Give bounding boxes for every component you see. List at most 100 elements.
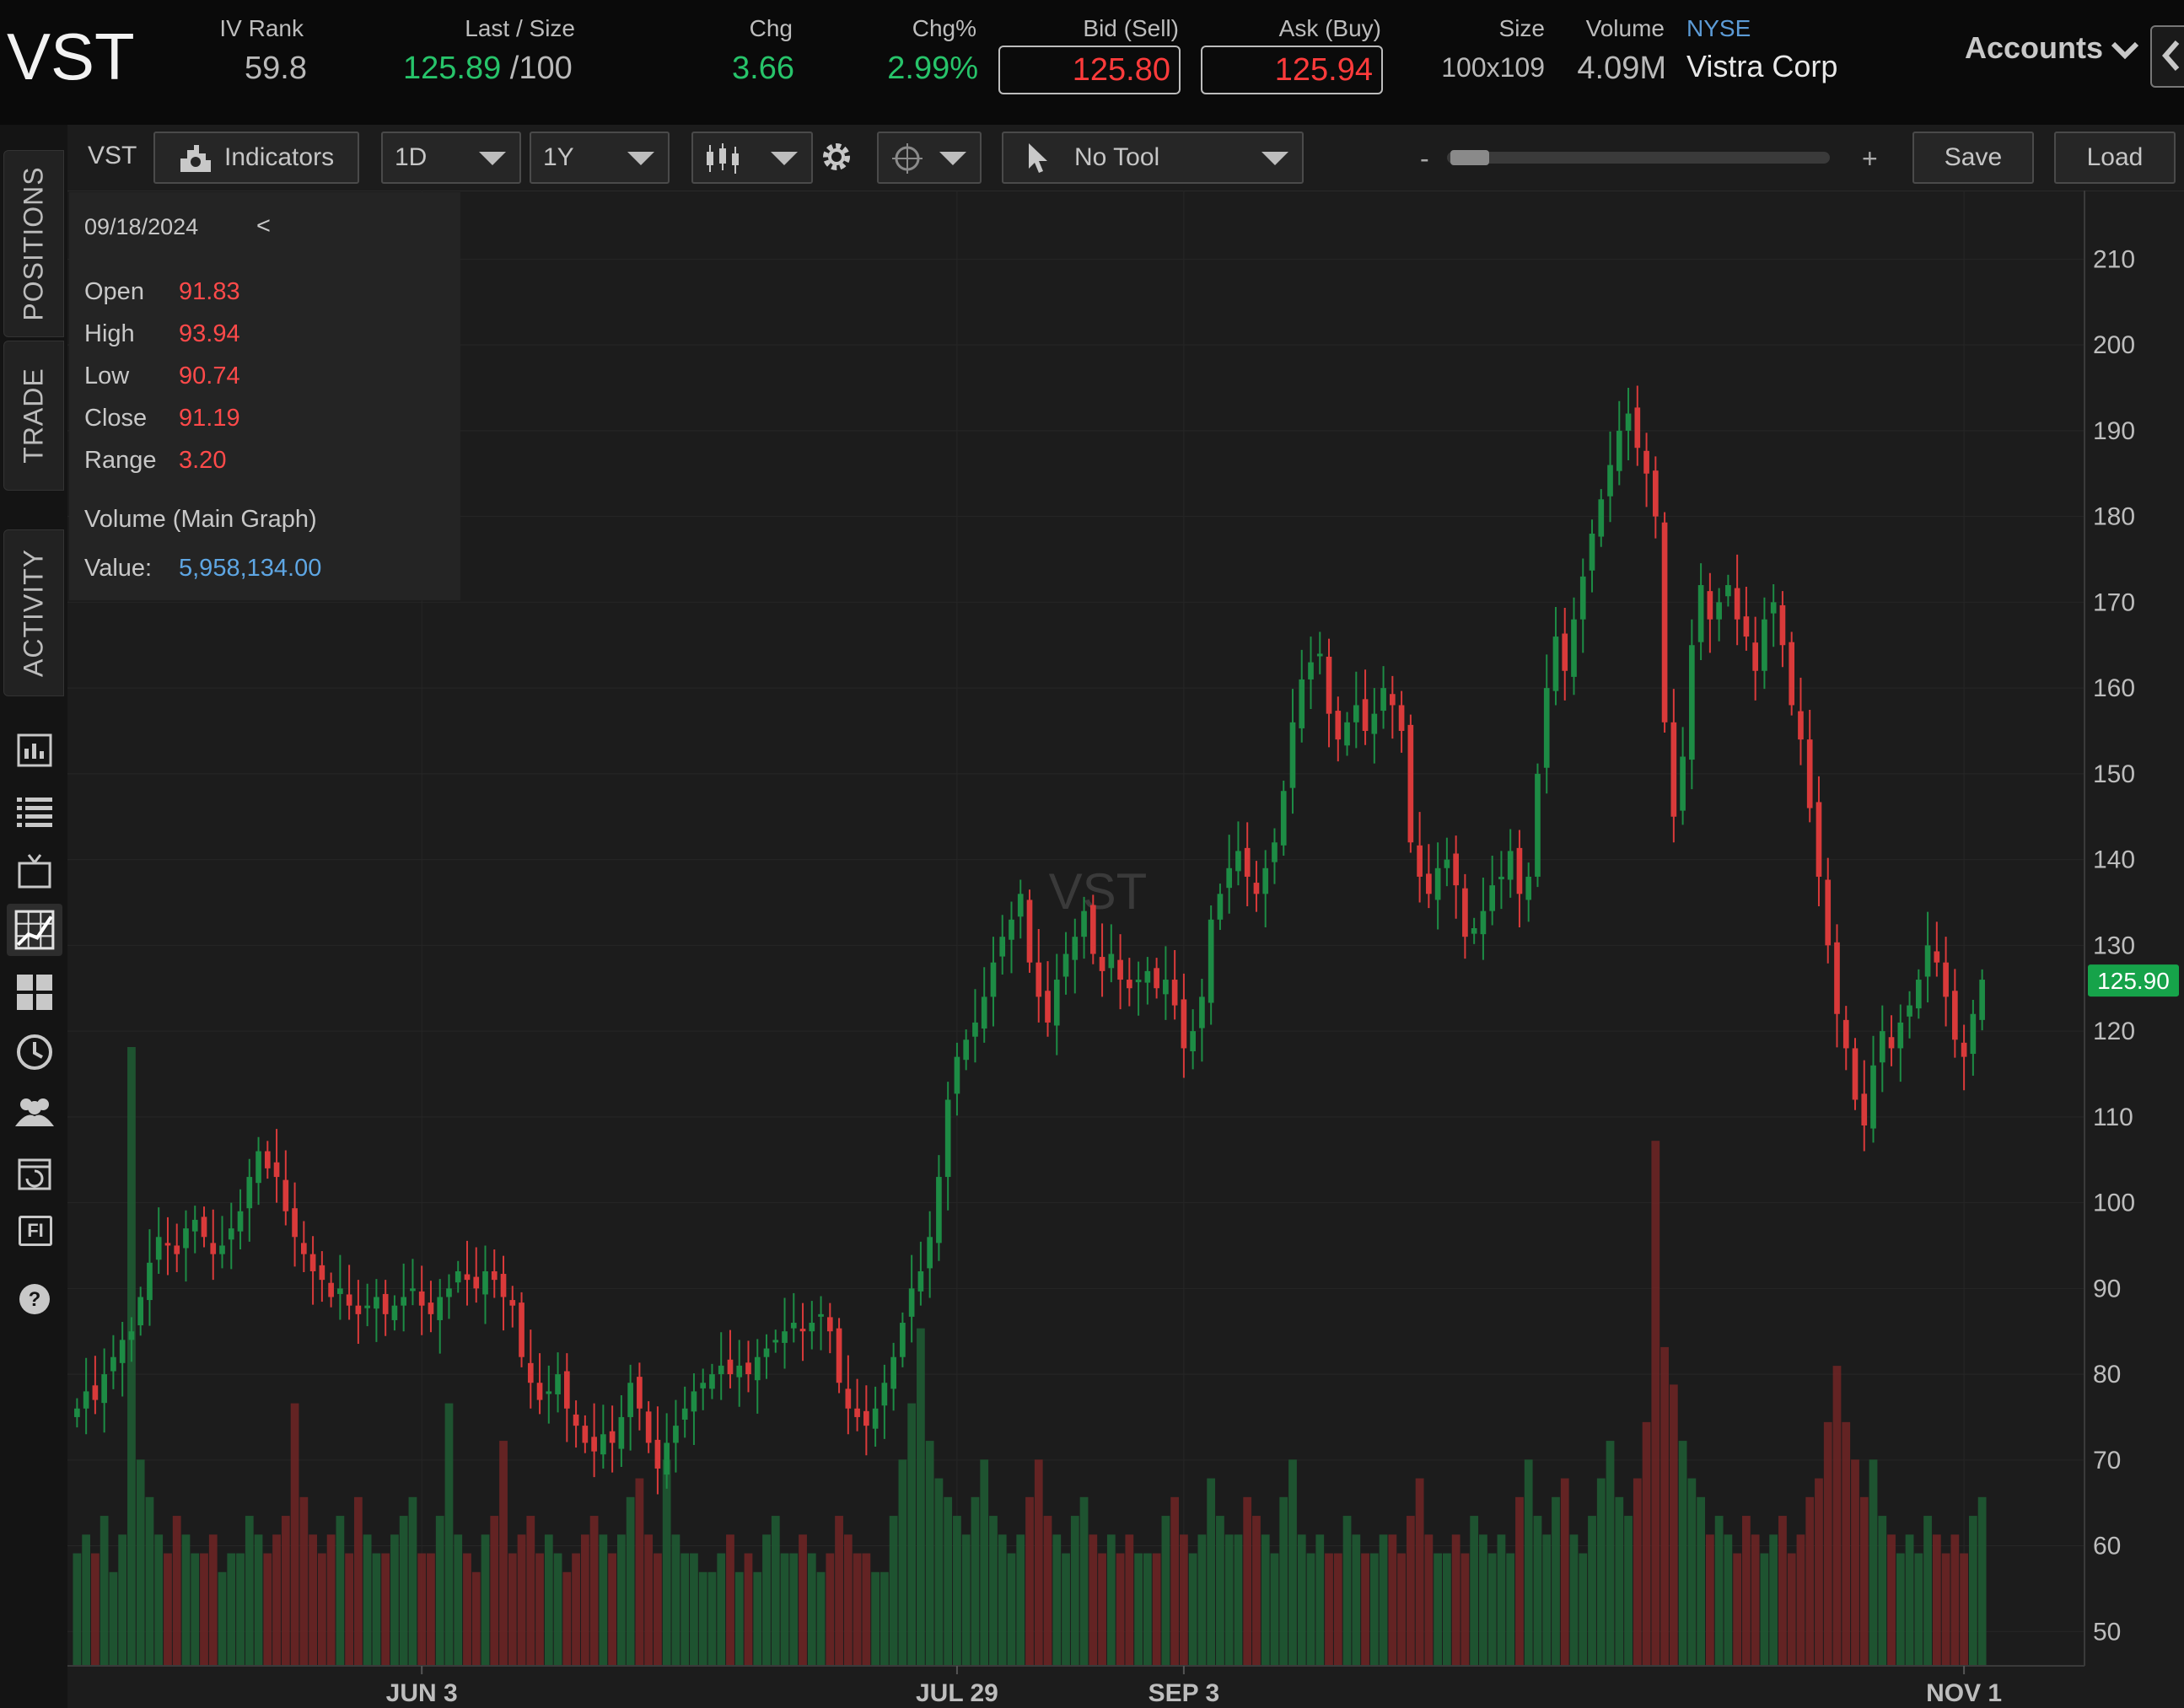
volume-bar — [1560, 1478, 1569, 1666]
candle-body — [1235, 851, 1241, 872]
volume-bar — [1633, 1478, 1642, 1666]
indicators-button[interactable]: Indicators — [153, 132, 359, 184]
range-select[interactable]: 1Y — [530, 132, 670, 184]
bid-sell-button[interactable]: 125.80 — [998, 46, 1181, 94]
volume-bar — [1588, 1516, 1596, 1666]
candle-body — [1434, 867, 1441, 900]
candle-body — [627, 1383, 633, 1417]
candle-body — [600, 1434, 606, 1455]
volume-bar — [145, 1496, 154, 1666]
calendar-icon[interactable] — [13, 1152, 56, 1194]
range-value: 1Y — [543, 143, 574, 171]
volume-bar — [345, 1553, 354, 1666]
candle-body — [391, 1305, 398, 1320]
candle-body — [74, 1408, 80, 1417]
collapse-panel-button[interactable] — [2150, 25, 2184, 88]
volume-bar — [1859, 1496, 1869, 1666]
chevron-down-icon[interactable] — [2108, 34, 2142, 67]
volume-bar — [290, 1403, 299, 1666]
volume-bar — [1325, 1553, 1333, 1666]
candle-body — [1680, 756, 1686, 811]
volume-bar — [218, 1571, 227, 1666]
candle-body — [763, 1348, 770, 1357]
candle-body — [228, 1228, 234, 1240]
volume-bar — [535, 1553, 544, 1666]
volume-bar — [961, 1534, 971, 1666]
candle-body — [500, 1274, 507, 1297]
volume-bar — [1197, 1534, 1207, 1666]
candle-body — [754, 1356, 761, 1381]
save-button[interactable]: Save — [1912, 132, 2034, 184]
candle-body — [1897, 1022, 1904, 1049]
candle-body — [1017, 894, 1024, 917]
tab-activity[interactable]: ACTIVITY — [3, 529, 64, 696]
volume-bar — [807, 1553, 816, 1666]
volume-bar — [717, 1553, 726, 1666]
volume-bar — [862, 1553, 871, 1666]
volume-bar — [1751, 1534, 1760, 1666]
accounts-button[interactable]: Accounts — [1965, 30, 2104, 65]
y-tick-label: 150 — [2093, 760, 2135, 788]
candle-body — [428, 1302, 434, 1314]
fi-icon[interactable]: FI — [19, 1216, 52, 1246]
candle-body — [446, 1288, 452, 1297]
dashboard-icon[interactable] — [13, 971, 56, 1013]
volume-bar — [917, 1328, 925, 1666]
volume-bar — [1960, 1553, 1968, 1666]
chart-style-select[interactable] — [691, 132, 813, 184]
zoom-slider-track[interactable] — [1447, 152, 1830, 164]
help-icon[interactable]: ? — [13, 1278, 56, 1320]
candle-body — [863, 1410, 869, 1426]
chart-monitor-icon[interactable] — [13, 730, 56, 772]
candle-body — [1144, 970, 1151, 983]
tv-icon[interactable] — [13, 850, 56, 892]
drawing-tool-select[interactable]: No Tool — [1002, 132, 1304, 184]
candle-body — [1798, 711, 1804, 740]
candle-body — [681, 1408, 688, 1420]
crosshair-select[interactable] — [877, 132, 982, 184]
chart-symbol[interactable]: VST — [88, 142, 137, 169]
zoom-in-button[interactable]: + — [1862, 143, 1878, 174]
candle-body — [1081, 910, 1087, 937]
tab-trade[interactable]: TRADE — [3, 341, 64, 491]
candle-body — [309, 1254, 316, 1271]
last-price-badge-text: 125.90 — [2097, 968, 2170, 994]
candle-body — [1762, 619, 1767, 671]
volume-bar — [191, 1553, 200, 1666]
chart-grid-button[interactable] — [7, 904, 62, 956]
volume-bar — [336, 1516, 345, 1666]
list-icon[interactable] — [13, 791, 56, 833]
candle-body — [618, 1416, 625, 1449]
volume-bar — [580, 1534, 589, 1666]
history-icon[interactable] — [13, 1030, 56, 1072]
ask-buy-button[interactable]: 125.94 — [1201, 46, 1383, 94]
data-box-back-button[interactable]: < — [256, 212, 271, 239]
volume-bar — [427, 1553, 435, 1666]
candle-body — [92, 1385, 99, 1400]
candle-body — [1299, 679, 1305, 728]
zoom-out-button[interactable]: - — [1420, 143, 1429, 174]
volume-bar — [1252, 1516, 1261, 1666]
volume-bar — [789, 1553, 799, 1666]
candle-body — [1453, 853, 1459, 886]
price-chart[interactable]: VST 50 60 70 80 90 100 110 120 130 140 150 160 170 18… — [67, 191, 2184, 1708]
tab-positions[interactable]: POSITIONS — [3, 150, 64, 337]
zoom-slider-handle[interactable] — [1450, 150, 1489, 165]
candle-body — [936, 1177, 942, 1243]
candle-body — [799, 1329, 806, 1332]
load-button[interactable]: Load — [2054, 132, 2176, 184]
close-label: Close — [84, 405, 148, 432]
volume-bar — [454, 1534, 463, 1666]
chart-settings-gear-icon[interactable] — [820, 140, 853, 174]
candle-body — [191, 1219, 198, 1232]
interval-select[interactable]: 1D — [381, 132, 521, 184]
y-tick-label: 170 — [2093, 588, 2135, 616]
candle-body — [519, 1302, 524, 1357]
data-box: 09/18/2024 < Open 91.83 High 93.94 Low 9… — [69, 192, 460, 600]
candle-body — [890, 1356, 896, 1389]
people-icon[interactable] — [13, 1091, 56, 1133]
volume-bar — [1552, 1496, 1560, 1666]
volume-bar — [109, 1571, 118, 1666]
close-value: 91.19 — [179, 405, 240, 432]
volume-bar — [481, 1534, 490, 1666]
